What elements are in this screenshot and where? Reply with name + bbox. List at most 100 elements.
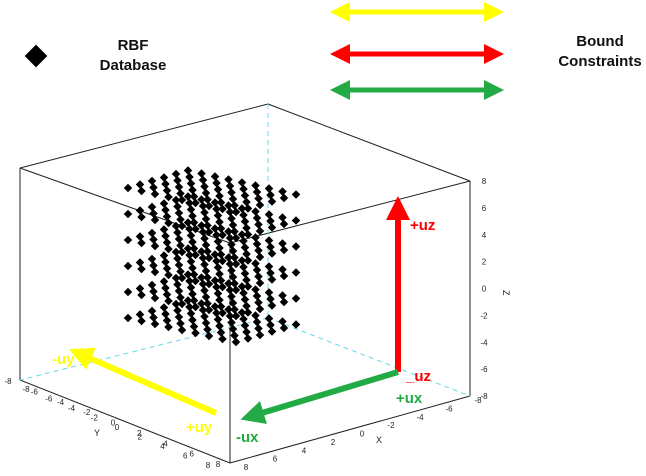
left-tick-label: -6	[31, 387, 39, 396]
database-point	[291, 216, 301, 225]
database-point	[210, 276, 220, 285]
database-point	[149, 209, 158, 218]
database-point	[243, 256, 253, 265]
database-point	[237, 256, 247, 265]
database-point	[186, 309, 196, 318]
database-point	[279, 271, 289, 281]
database-point	[200, 234, 209, 243]
database-point	[176, 189, 185, 198]
database-point	[135, 284, 145, 293]
x-tick-label: 2	[331, 438, 336, 447]
database-point	[147, 202, 157, 212]
z-tick-label: -4	[480, 338, 488, 347]
database-point	[254, 246, 263, 255]
database-point	[188, 237, 197, 247]
database-point	[203, 325, 212, 334]
database-point	[171, 273, 181, 283]
database-point	[177, 221, 187, 231]
y-tick-label: -8	[22, 385, 30, 394]
database-point	[189, 218, 199, 227]
x-tick-label: 6	[273, 455, 278, 464]
database-point	[230, 253, 239, 262]
database-point	[240, 217, 250, 226]
database-point	[176, 241, 185, 250]
database-point	[239, 288, 248, 298]
database-point	[216, 198, 226, 207]
legend-constraints-line1: Bound	[576, 33, 624, 50]
database-point	[197, 299, 206, 308]
label-uz-minus: _uz	[405, 368, 431, 385]
database-point	[171, 195, 181, 205]
database-point	[210, 302, 220, 311]
database-point	[239, 184, 248, 194]
database-point	[188, 289, 197, 299]
database-point	[267, 249, 277, 258]
database-point	[204, 279, 214, 289]
database-point	[224, 175, 233, 184]
rbf-database-points	[123, 166, 301, 347]
database-point	[216, 250, 226, 259]
database-point	[176, 319, 185, 328]
database-point	[203, 299, 212, 308]
database-point	[243, 230, 253, 239]
database-point	[279, 245, 289, 255]
database-point	[135, 232, 145, 241]
database-point	[252, 239, 262, 249]
database-point	[264, 236, 274, 245]
database-point	[225, 311, 235, 321]
database-point	[188, 263, 197, 273]
label-ux-minus: -ux	[236, 429, 259, 446]
y-axis-name: Y	[94, 428, 100, 438]
database-point	[197, 195, 206, 204]
database-point	[185, 276, 194, 286]
database-point	[186, 179, 196, 188]
database-point	[135, 258, 145, 267]
database-point	[210, 198, 220, 207]
database-point	[161, 179, 170, 189]
database-point	[173, 202, 182, 211]
database-point	[171, 169, 181, 179]
database-point	[237, 282, 247, 291]
database-point	[231, 337, 241, 347]
database-point	[255, 200, 265, 210]
database-point	[162, 238, 172, 247]
database-point	[251, 311, 260, 320]
z-tick-label: -6	[480, 365, 488, 374]
database-point	[149, 287, 158, 296]
database-point	[204, 331, 214, 341]
database-point	[264, 314, 274, 323]
y-tick-label: 6	[183, 452, 188, 461]
database-point	[159, 251, 169, 260]
database-point	[228, 272, 238, 282]
database-point	[197, 247, 206, 256]
database-point	[210, 172, 220, 181]
left-tick-label: 4	[163, 439, 168, 448]
database-point	[188, 211, 197, 221]
database-point	[185, 172, 194, 182]
database-point	[231, 285, 241, 295]
y-tick-label: -6	[45, 395, 53, 404]
database-point	[239, 314, 248, 324]
database-point	[291, 320, 301, 329]
database-point	[243, 334, 253, 343]
x-tick-label: 4	[302, 446, 307, 455]
z-ticks: 8 6 4 2 0 -2 -4 -6 -8	[480, 177, 488, 401]
database-point	[218, 334, 227, 344]
database-point	[212, 204, 221, 214]
database-point	[216, 276, 226, 285]
database-point	[191, 224, 200, 234]
database-point	[174, 208, 184, 218]
database-point	[267, 197, 277, 206]
database-point	[251, 181, 260, 190]
database-point	[267, 327, 277, 336]
database-point	[215, 295, 224, 305]
database-point	[254, 324, 263, 333]
database-point	[173, 228, 182, 237]
database-point	[291, 268, 301, 277]
database-point	[183, 166, 193, 175]
database-point	[266, 268, 275, 278]
database-point	[230, 201, 239, 210]
database-point	[242, 327, 251, 337]
database-point	[240, 269, 250, 278]
database-point	[224, 305, 233, 314]
